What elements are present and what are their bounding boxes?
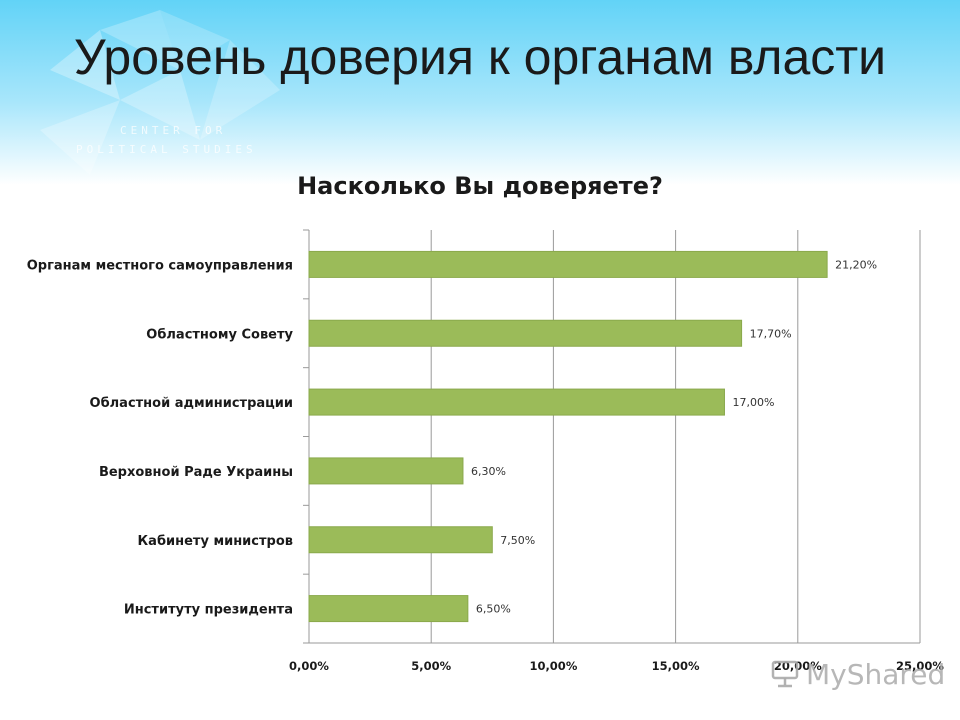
x-tick-label-0: 0,00% <box>289 659 329 673</box>
bar-0 <box>308 250 828 278</box>
header-band <box>0 0 960 185</box>
bar-2 <box>308 388 725 416</box>
presentation-board-icon <box>771 660 799 688</box>
value-label-0: 21,20% <box>835 258 877 271</box>
bar-3 <box>308 457 464 485</box>
logo-watermark: CENTER FOR POLITICAL STUDIES <box>40 10 280 175</box>
category-label-3: Верховной Раде Украины <box>99 465 293 480</box>
bar-5 <box>308 595 469 623</box>
category-label-0: Органам местного самоуправления <box>27 258 293 273</box>
value-label-5: 6,50% <box>476 603 511 616</box>
watermark-text: MyShared <box>806 657 946 691</box>
bar-4 <box>308 526 493 554</box>
watermark: MyShared <box>770 654 945 694</box>
chart-title: Насколько Вы доверяете? <box>297 172 663 200</box>
value-label-1: 17,70% <box>750 327 792 340</box>
category-label-5: Институту президента <box>124 603 293 618</box>
logo-line1: CENTER FOR <box>120 124 226 137</box>
value-label-4: 7,50% <box>500 534 535 547</box>
bar-1 <box>308 319 743 347</box>
category-label-2: Областной администрации <box>90 396 293 411</box>
x-tick-label-2: 10,00% <box>529 659 577 673</box>
category-label-1: Областному Совету <box>146 327 293 342</box>
x-tick-label-5: 25,00% <box>896 659 944 673</box>
value-label-2: 17,00% <box>732 396 774 409</box>
logo-line2: POLITICAL STUDIES <box>76 143 257 156</box>
x-tick-label-3: 15,00% <box>652 659 700 673</box>
x-tick-label-1: 5,00% <box>411 659 451 673</box>
category-label-4: Кабинету министров <box>138 534 293 549</box>
value-label-3: 6,30% <box>471 465 506 478</box>
slide-title: Уровень доверия к органам власти <box>73 29 887 85</box>
